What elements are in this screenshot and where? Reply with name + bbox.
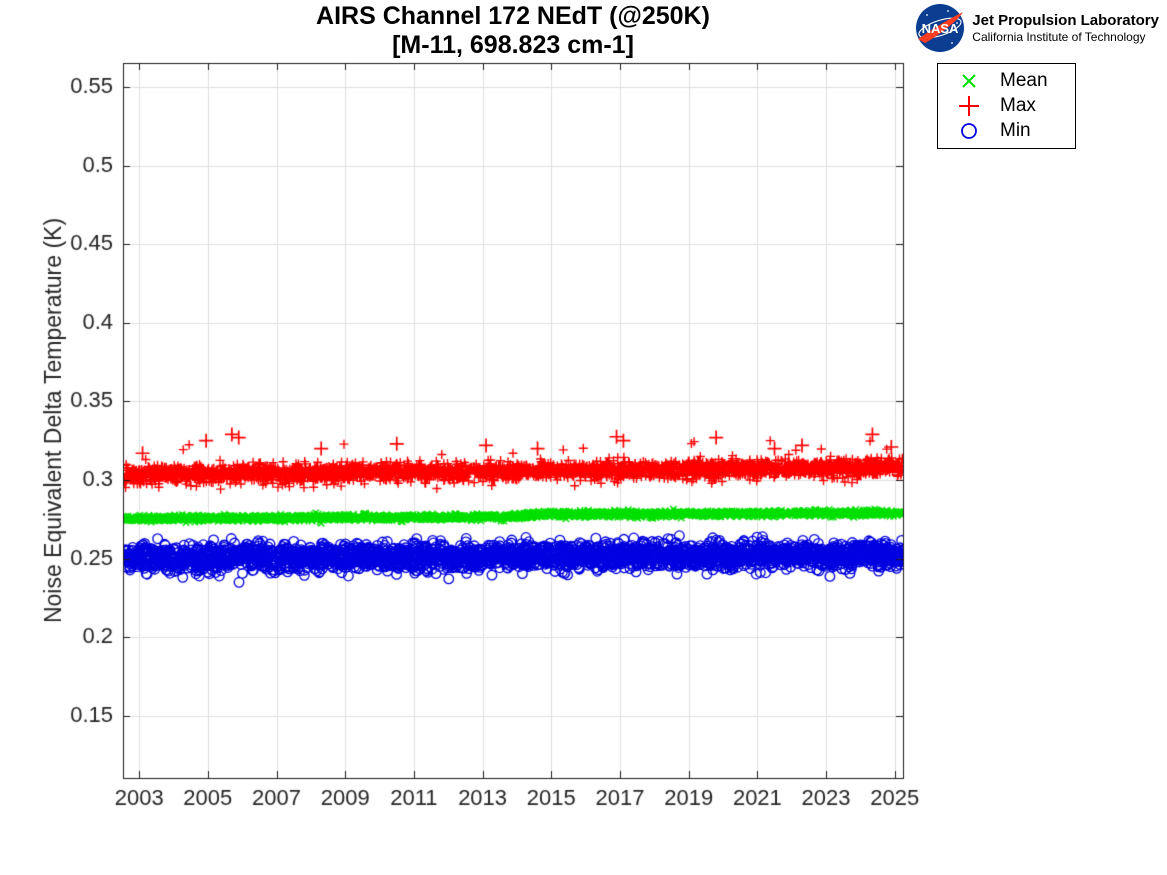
caltech-name: California Institute of Technology [972, 29, 1146, 44]
org-text: Jet Propulsion Laboratory California Ins… [972, 12, 1159, 45]
chart-title: AIRS Channel 172 NEdT (@250K) [316, 2, 710, 30]
legend-item-mean: Mean [938, 68, 1075, 93]
legend: Mean Max Min [937, 63, 1076, 149]
branding: NASA Jet Propulsion Laboratory Californi… [915, 3, 1159, 53]
legend-max-label: Max [1000, 94, 1036, 116]
nasa-logo-icon: NASA [915, 3, 965, 53]
mean-x-marker-icon [952, 71, 986, 91]
min-circle-marker-icon [952, 121, 986, 141]
svg-text:NASA: NASA [922, 21, 959, 36]
legend-min-label: Min [1000, 120, 1031, 142]
max-plus-marker-icon [952, 95, 986, 117]
chart-title-block: AIRS Channel 172 NEdT (@250K) [M-11, 698… [123, 2, 903, 60]
legend-mean-label: Mean [1000, 69, 1048, 91]
jpl-name: Jet Propulsion Laboratory [972, 11, 1159, 29]
chart-subtitle: [M-11, 698.823 cm-1] [392, 31, 634, 59]
legend-item-min: Min [938, 119, 1075, 144]
legend-item-max: Max [938, 93, 1075, 118]
